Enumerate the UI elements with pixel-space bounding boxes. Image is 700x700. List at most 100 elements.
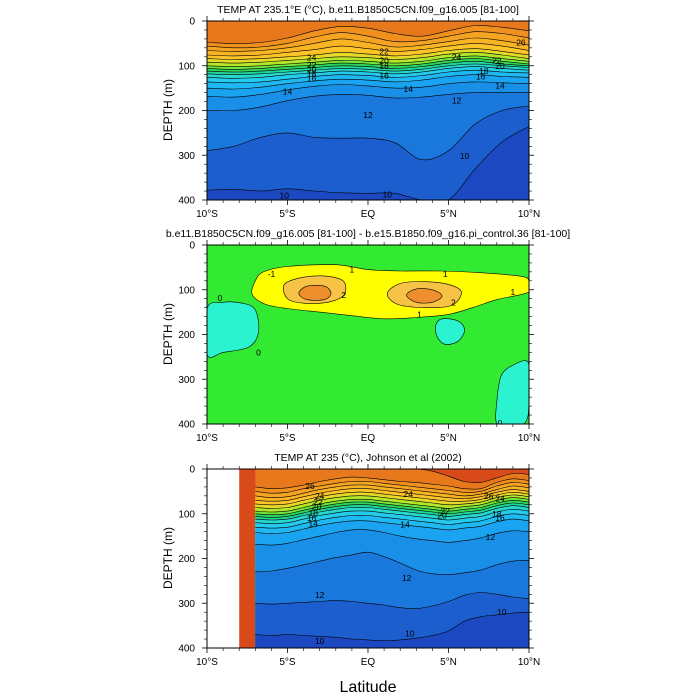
negative-anomaly-region <box>434 318 465 345</box>
x-tick-label: 10°S <box>196 433 218 444</box>
contour-label: 1 <box>350 265 355 275</box>
y-tick-label: 400 <box>178 644 195 655</box>
contour-label: 0 <box>218 293 223 303</box>
contour-label: 10 <box>497 607 507 617</box>
isotherm-16 <box>207 66 529 79</box>
contour-label: 12 <box>486 532 496 542</box>
x-tick-label: 5°N <box>440 657 457 668</box>
y-tick-label: 400 <box>178 196 195 207</box>
isotherm-11 <box>207 105 529 161</box>
isotherm-19 <box>255 499 529 515</box>
contour-label: 22 <box>441 506 451 516</box>
contour-label: 26 <box>484 491 494 501</box>
contour-label: 24 <box>452 52 462 62</box>
contour-label: 16 <box>476 71 486 81</box>
contour-label: 18 <box>479 66 489 76</box>
isotherm-24 <box>207 37 529 52</box>
contour-label: 14 <box>309 519 319 529</box>
contour-label: 22 <box>307 60 317 70</box>
contour-label: 10 <box>383 190 393 200</box>
contour-label: 18 <box>492 509 502 519</box>
panel-temperature-difference: b.e11.B1850C5CN.f09_g16.005 [81-100] - b… <box>161 228 570 444</box>
isotherm-12 <box>255 551 529 575</box>
panel-3-title: TEMP AT 235 (°C), Johnson et al (2002) <box>274 452 461 464</box>
isotherm-12 <box>207 92 529 112</box>
y-tick-label: 300 <box>178 375 195 386</box>
y-tick-label: 400 <box>178 420 195 431</box>
isotherm-17 <box>255 505 529 521</box>
contour-label: 24 <box>315 491 325 501</box>
y-tick-label: 100 <box>178 61 195 72</box>
contour-label: -1 <box>268 269 276 279</box>
contour-label: 10 <box>280 191 290 201</box>
x-tick-label: 10°N <box>518 657 540 668</box>
isotherm-19 <box>207 58 529 70</box>
isotherm-10 <box>207 126 529 200</box>
y-tick-label: 100 <box>178 285 195 296</box>
contour-label: 18 <box>379 61 389 71</box>
isotherm-23 <box>255 488 529 502</box>
panel-observed-temperature: TEMP AT 235 (°C), Johnson et al (2002) 2… <box>161 452 540 668</box>
x-tick-label: EQ <box>361 433 376 444</box>
contour-label: 24 <box>307 53 317 63</box>
contour-label: 20 <box>437 511 447 521</box>
y-tick-label: 0 <box>189 465 195 476</box>
contour-label: 20 <box>379 55 389 65</box>
contour-label: 14 <box>400 519 410 529</box>
anomaly-3-region <box>298 285 332 301</box>
contour-label: 12 <box>363 110 373 120</box>
contour-label: 20 <box>312 502 322 512</box>
x-tick-label: 5°N <box>440 433 457 444</box>
isotherm-13 <box>255 529 529 546</box>
contour-label: 10 <box>315 636 325 646</box>
contour-label: 14 <box>283 87 293 97</box>
x-tick-label: 5°S <box>279 433 296 444</box>
panel-1-title: TEMP AT 235.1°E (°C), b.e11.B1850C5CN.f0… <box>217 4 519 16</box>
panel-2-plot-area: -1 1 1 1 1 2 2 0 0 0 <box>207 245 529 424</box>
negative-anomaly-region <box>207 301 260 358</box>
isotherm-21 <box>207 51 529 64</box>
panel-3-y-axis-label: DEPTH (m) <box>161 527 175 589</box>
contour-label: 20 <box>495 61 505 71</box>
isotherm-16 <box>255 508 529 524</box>
temperature-band-10 <box>255 612 529 648</box>
isotherm-24 <box>255 484 529 498</box>
isotherm-21 <box>255 494 529 509</box>
contour-label: 24 <box>404 489 414 499</box>
contour-label: 16 <box>379 71 389 81</box>
isotherm-15 <box>255 513 529 529</box>
contour-label: 1 <box>443 269 448 279</box>
x-axis-label: Latitude <box>340 679 397 696</box>
x-tick-label: 10°N <box>518 209 540 220</box>
isotherm-20 <box>255 497 529 513</box>
isotherm-23 <box>207 43 529 57</box>
panel-1-y-axis-label: DEPTH (m) <box>161 79 175 141</box>
x-tick-label: 10°S <box>196 657 218 668</box>
contour-label: 16 <box>307 73 317 83</box>
contour-label: 18 <box>307 69 317 79</box>
x-tick-label: 5°S <box>279 209 296 220</box>
isotherm-10 <box>255 611 529 642</box>
isotherm-18 <box>207 60 529 73</box>
y-tick-label: 200 <box>178 106 195 117</box>
x-tick-label: 5°N <box>440 209 457 220</box>
isotherm-20 <box>207 55 529 67</box>
isotherm-11 <box>255 592 529 609</box>
panel-1-axes: 10°S 5°S EQ 5°N 10°N 0 100 200 300 400 <box>178 16 540 220</box>
contour-label: 16 <box>495 513 505 523</box>
y-tick-label: 300 <box>178 599 195 610</box>
x-tick-label: 5°S <box>279 657 296 668</box>
anomaly-3-region <box>406 288 443 304</box>
contour-label: 12 <box>402 573 412 583</box>
y-tick-label: 300 <box>178 151 195 162</box>
contour-label: 16 <box>307 513 317 523</box>
panel-2-title: b.e11.B1850C5CN.f09_g16.005 [81-100] - b… <box>166 228 570 240</box>
isotherm-15 <box>207 69 529 84</box>
y-tick-label: 100 <box>178 509 195 520</box>
contour-label: 10 <box>405 629 415 639</box>
isotherm-13 <box>207 81 529 98</box>
